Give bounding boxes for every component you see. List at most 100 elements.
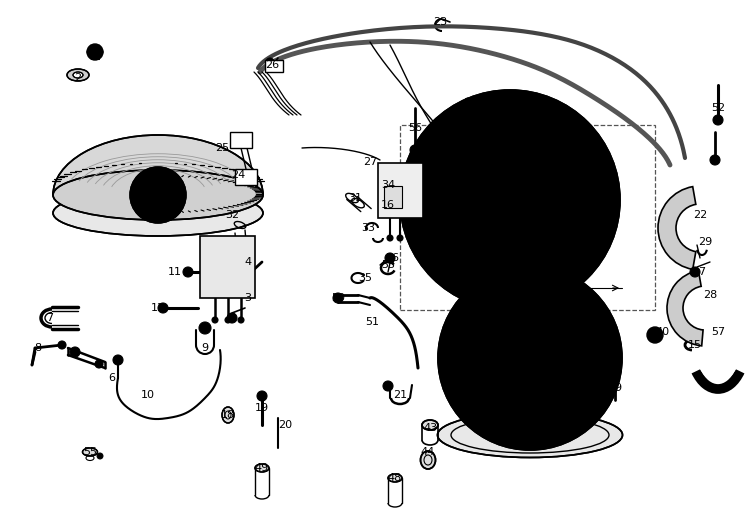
Circle shape — [400, 90, 620, 310]
Circle shape — [238, 317, 244, 323]
Text: 3: 3 — [244, 293, 251, 303]
Text: 37: 37 — [558, 280, 572, 290]
Text: 29: 29 — [698, 237, 712, 247]
Circle shape — [186, 270, 190, 274]
Circle shape — [183, 267, 193, 277]
Ellipse shape — [53, 190, 263, 236]
Circle shape — [161, 306, 165, 310]
Ellipse shape — [222, 407, 234, 423]
Text: 4: 4 — [244, 257, 251, 267]
Text: 19: 19 — [255, 403, 269, 413]
Ellipse shape — [255, 464, 269, 472]
Text: 40: 40 — [655, 327, 669, 337]
Circle shape — [130, 167, 186, 223]
Text: 34: 34 — [381, 180, 395, 190]
Text: 13: 13 — [461, 143, 475, 153]
Text: 48: 48 — [388, 473, 402, 483]
Text: 57: 57 — [711, 327, 725, 337]
Text: 45: 45 — [528, 367, 542, 377]
Circle shape — [438, 266, 622, 450]
Circle shape — [225, 317, 231, 323]
Circle shape — [266, 58, 274, 66]
Text: 1: 1 — [92, 50, 98, 60]
FancyBboxPatch shape — [235, 169, 257, 185]
Ellipse shape — [82, 448, 98, 456]
Text: 49: 49 — [255, 463, 269, 473]
Text: 51: 51 — [365, 317, 379, 327]
Circle shape — [243, 273, 251, 281]
Circle shape — [91, 48, 99, 56]
Circle shape — [146, 183, 170, 207]
Text: 44: 44 — [421, 447, 435, 457]
Text: 52: 52 — [711, 103, 725, 113]
Text: 47: 47 — [514, 403, 529, 413]
Text: 20: 20 — [278, 420, 292, 430]
Text: 33: 33 — [361, 223, 375, 233]
Text: 26: 26 — [265, 60, 279, 70]
Circle shape — [713, 115, 723, 125]
Circle shape — [70, 347, 80, 357]
Text: 42: 42 — [501, 340, 515, 350]
Wedge shape — [667, 271, 703, 346]
Circle shape — [534, 288, 548, 302]
Circle shape — [538, 271, 550, 283]
Circle shape — [227, 313, 237, 323]
Circle shape — [465, 143, 475, 153]
Text: 46: 46 — [518, 385, 532, 395]
Circle shape — [517, 125, 527, 135]
Circle shape — [410, 145, 420, 155]
Circle shape — [690, 267, 700, 277]
FancyBboxPatch shape — [200, 236, 255, 298]
FancyBboxPatch shape — [265, 60, 283, 72]
Ellipse shape — [388, 474, 402, 482]
Text: 24: 24 — [231, 170, 245, 180]
Text: 32: 32 — [225, 210, 239, 220]
Text: 27: 27 — [363, 157, 377, 167]
Circle shape — [482, 202, 498, 218]
Text: 9: 9 — [202, 343, 208, 353]
Circle shape — [199, 322, 211, 334]
Text: 17: 17 — [693, 267, 707, 277]
Text: 22: 22 — [693, 210, 707, 220]
Text: 25: 25 — [215, 143, 229, 153]
Text: 15: 15 — [688, 340, 702, 350]
Circle shape — [458, 286, 602, 430]
Text: 7: 7 — [46, 313, 53, 323]
Circle shape — [333, 293, 343, 303]
Circle shape — [492, 320, 568, 396]
Circle shape — [58, 341, 66, 349]
Text: 12: 12 — [151, 303, 165, 313]
Circle shape — [603, 193, 617, 207]
Circle shape — [397, 235, 403, 241]
Text: 28: 28 — [703, 290, 717, 300]
Circle shape — [387, 235, 393, 241]
Circle shape — [647, 327, 663, 343]
Circle shape — [385, 253, 395, 263]
Circle shape — [95, 360, 103, 368]
Circle shape — [422, 252, 436, 266]
Circle shape — [383, 381, 393, 391]
Text: 18: 18 — [221, 410, 235, 420]
Text: 36: 36 — [385, 253, 399, 263]
Text: 23: 23 — [433, 17, 447, 27]
Wedge shape — [658, 187, 696, 269]
Text: 54: 54 — [591, 363, 605, 373]
Circle shape — [87, 44, 103, 60]
Ellipse shape — [53, 135, 263, 255]
Text: 6: 6 — [109, 373, 115, 383]
Text: 50: 50 — [331, 293, 345, 303]
Ellipse shape — [422, 420, 438, 430]
FancyBboxPatch shape — [384, 186, 402, 208]
Text: 35: 35 — [358, 273, 372, 283]
Text: 56: 56 — [408, 123, 422, 133]
Circle shape — [652, 332, 658, 338]
Text: 43: 43 — [423, 423, 437, 433]
Circle shape — [534, 98, 548, 112]
Circle shape — [488, 178, 532, 222]
FancyBboxPatch shape — [230, 132, 252, 148]
Text: 41: 41 — [501, 323, 515, 333]
Text: 38: 38 — [425, 137, 439, 147]
Text: 31: 31 — [348, 193, 362, 203]
Circle shape — [601, 380, 613, 392]
Text: 39: 39 — [608, 383, 622, 393]
